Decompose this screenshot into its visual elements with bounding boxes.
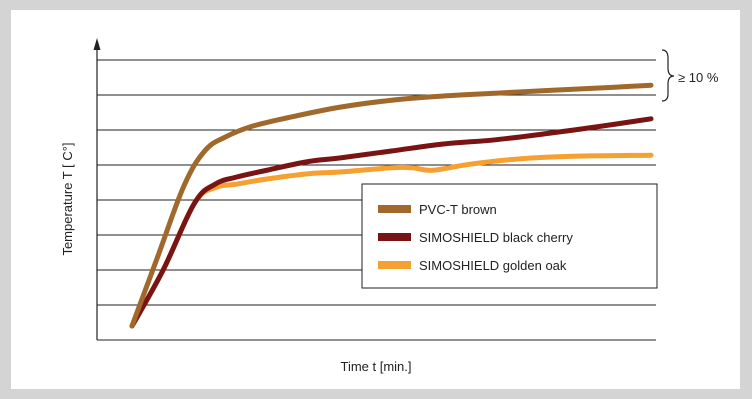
axes xyxy=(93,38,656,341)
legend-label: SIMOSHIELD black cherry xyxy=(419,230,573,245)
legend-label: SIMOSHIELD golden oak xyxy=(419,258,567,273)
legend-label: PVC-T brown xyxy=(419,202,497,217)
y-axis-label: Temperature T [ C°] xyxy=(60,142,75,255)
series-line xyxy=(129,82,654,329)
x-axis-label: Time t [min.] xyxy=(340,359,411,374)
brace xyxy=(661,49,675,102)
legend-swatch xyxy=(378,261,411,269)
y-axis-arrow xyxy=(93,38,101,50)
series-line xyxy=(129,116,654,329)
annotation-text: ≥ 10 % xyxy=(678,70,719,85)
legend-swatch xyxy=(378,233,411,241)
series-lines xyxy=(129,82,654,329)
annotation: ≥ 10 % xyxy=(661,49,719,102)
legend: PVC-T brown SIMOSHIELD black cherry SIMOSH… xyxy=(361,183,658,289)
legend-box xyxy=(361,183,658,289)
legend-swatch xyxy=(378,205,411,213)
